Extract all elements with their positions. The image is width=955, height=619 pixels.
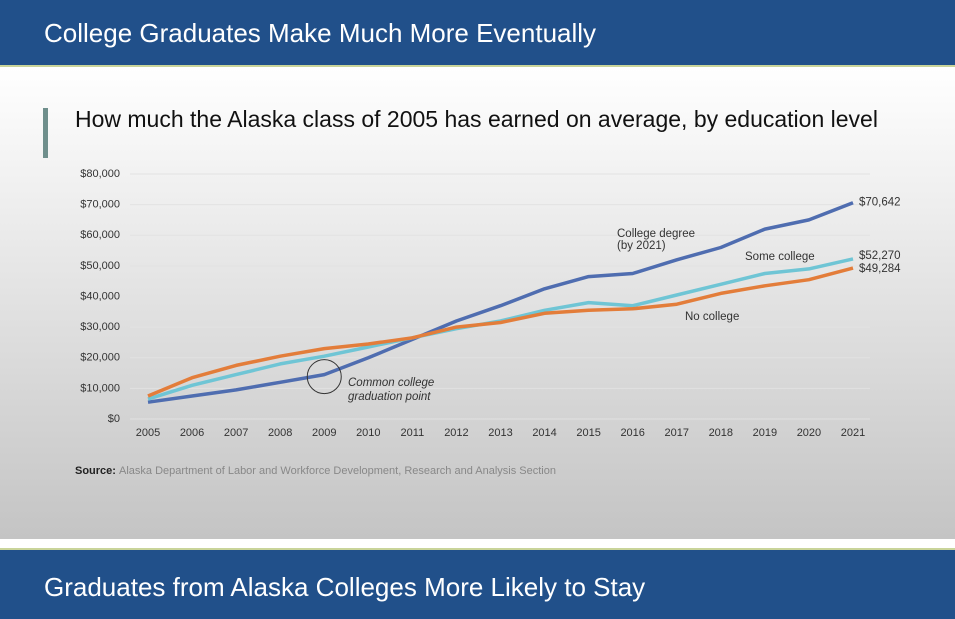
y-tick-label: $10,000	[80, 382, 120, 394]
series-line	[147, 201, 854, 404]
annotation-text: graduation point	[348, 391, 431, 403]
plot: $0 $10,000 $20,000 $30,000 $40,000 $50,000 $60…	[80, 168, 901, 439]
series-line	[147, 266, 854, 398]
chart-panel	[0, 68, 955, 539]
x-tick-label: 2016	[620, 427, 644, 439]
x-tick-label: 2006	[180, 427, 204, 439]
header-bar	[0, 0, 955, 65]
series-label: No college	[685, 311, 739, 323]
x-tick-label: 2020	[797, 427, 821, 439]
x-tick-label: 2019	[753, 427, 777, 439]
y-tick-label: $70,000	[80, 199, 120, 211]
x-tick-label: 2011	[401, 427, 425, 439]
y-tick-label: $30,000	[80, 321, 120, 333]
footer-bar	[0, 550, 955, 619]
chart-title: How much the Alaska class of 2005 has ea…	[75, 106, 878, 132]
x-tick-label: 2014	[532, 427, 556, 439]
x-tick-label: 2007	[224, 427, 248, 439]
value-label: $49,284	[859, 263, 901, 275]
y-tick-label: $60,000	[80, 229, 120, 241]
x-tick-label: 2017	[665, 427, 689, 439]
value-label: $70,642	[859, 197, 901, 209]
series-note: (by 2021)	[617, 240, 666, 252]
annotation-text: Common college	[348, 377, 434, 389]
x-tick-label: 2005	[136, 427, 160, 439]
x-tick-label: 2018	[709, 427, 733, 439]
x-tick-label: 2010	[356, 427, 380, 439]
x-tick-label: 2008	[268, 427, 292, 439]
footer-rule	[0, 548, 955, 550]
series-label: Some college	[745, 251, 815, 263]
series-label: College degree	[617, 228, 695, 240]
value-label: $52,270	[859, 250, 901, 262]
header-rule	[0, 65, 955, 67]
y-tick-label: $20,000	[80, 352, 120, 364]
x-tick-label: 2013	[488, 427, 512, 439]
footer-title: Graduates from Alaska Colleges More Like…	[44, 572, 645, 602]
x-tick-label: 2012	[444, 427, 468, 439]
source-text: Alaska Department of Labor and Workforce…	[119, 465, 556, 477]
x-tick-label: 2021	[841, 427, 865, 439]
title-accent	[43, 108, 48, 158]
x-tick-label: 2015	[576, 427, 600, 439]
source-label: Source:	[75, 465, 116, 477]
annotation-circle	[306, 359, 342, 395]
y-tick-label: $0	[108, 413, 120, 425]
header-title: College Graduates Make Much More Eventua…	[44, 18, 596, 48]
y-tick-label: $50,000	[80, 260, 120, 272]
x-tick-label: 2009	[312, 427, 336, 439]
y-tick-label: $80,000	[80, 168, 120, 180]
y-tick-label: $40,000	[80, 290, 120, 302]
